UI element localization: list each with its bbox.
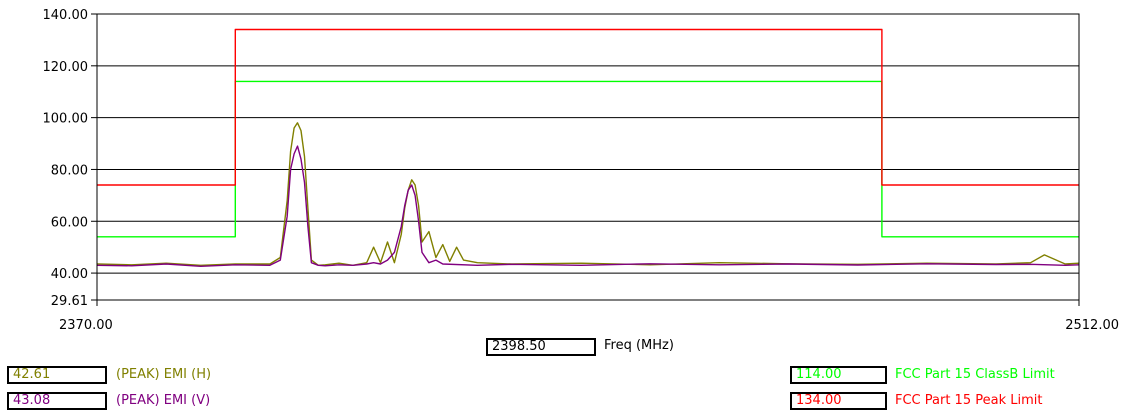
legend-readout-emi-h: 42.61 (7, 366, 107, 384)
series-line-3 (97, 28, 1079, 186)
legend-label-emi-v: (PEAK) EMI (V) (116, 393, 211, 408)
legend-readout-emi-v: 43.08 (7, 392, 107, 410)
legend-label-emi-h: (PEAK) EMI (H) (116, 367, 212, 382)
legend-label-classb-limit: FCC Part 15 ClassB Limit (895, 367, 1055, 382)
y-tick-label: 40.00 (51, 267, 88, 282)
legend-readout-classb-limit: 114.00 (790, 366, 887, 384)
x-axis-ticks: 2370.00 2512.00 (59, 300, 1119, 333)
series-layer (96, 28, 1080, 267)
y-tick-label: 29.61 (51, 294, 88, 309)
legend-label-peak-limit: FCC Part 15 Peak Limit (895, 393, 1043, 408)
series-line-0 (96, 122, 1080, 266)
y-axis-ticks: 140.00 120.00 100.00 80.00 60.00 40.00 29.61 (43, 8, 97, 309)
x-tick-label: 2512.00 (1065, 318, 1119, 333)
marker-frequency-readout: 2398.50 (486, 338, 596, 356)
series-line-2 (97, 80, 1079, 238)
y-tick-label: 80.00 (51, 163, 88, 178)
plot-frame (96, 13, 1080, 301)
y-tick-label: 140.00 (43, 8, 89, 23)
legend-readout-peak-limit: 134.00 (790, 392, 887, 410)
series-line-1 (96, 145, 1080, 267)
grid-lines (97, 65, 1079, 274)
y-tick-label: 60.00 (51, 215, 88, 230)
y-tick-label: 120.00 (43, 60, 89, 75)
y-tick-label: 100.00 (43, 112, 89, 127)
x-axis-label: Freq (MHz) (604, 338, 674, 353)
x-tick-label: 2370.00 (59, 318, 113, 333)
